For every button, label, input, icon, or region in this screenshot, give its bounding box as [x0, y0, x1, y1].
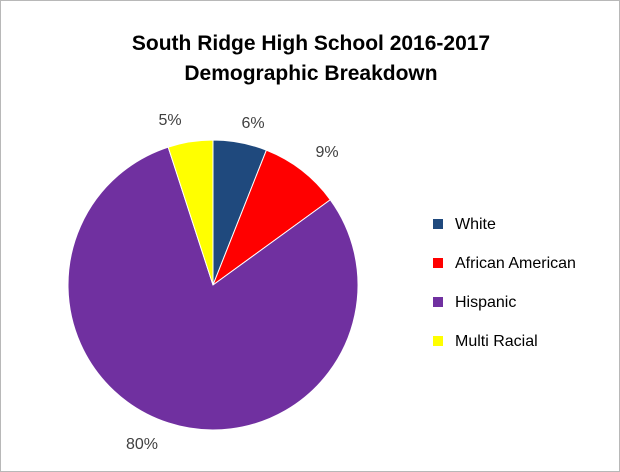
data-label-multi-racial: 5% [158, 112, 181, 129]
data-label-african-american: 9% [315, 144, 338, 161]
pie-slice-african-american [211, 149, 332, 287]
legend: White African American Hispanic Multi Racia… [433, 216, 576, 350]
chart-subtitle: Demographic Breakdown [184, 62, 437, 85]
legend-label-african-american: African American [455, 255, 576, 272]
data-label-hispanic: 80% [126, 436, 158, 453]
data-label-white: 6% [241, 115, 264, 132]
legend-label-white: White [455, 216, 496, 233]
pie-slice-hispanic [67, 146, 359, 431]
legend-swatch-african-american [433, 258, 443, 268]
legend-swatch-hispanic [433, 297, 443, 307]
chart-title: South Ridge High School 2016-2017 [132, 32, 490, 55]
legend-swatch-white [433, 219, 443, 229]
pie-data-labels: 6% 9% 80% 5% [126, 112, 339, 453]
legend-label-multi-racial: Multi Racial [455, 333, 538, 350]
legend-swatch-multi-racial [433, 336, 443, 346]
pie-slices [67, 139, 359, 431]
pie-slice-multi-racial [167, 139, 214, 286]
legend-label-hispanic: Hispanic [455, 294, 516, 311]
